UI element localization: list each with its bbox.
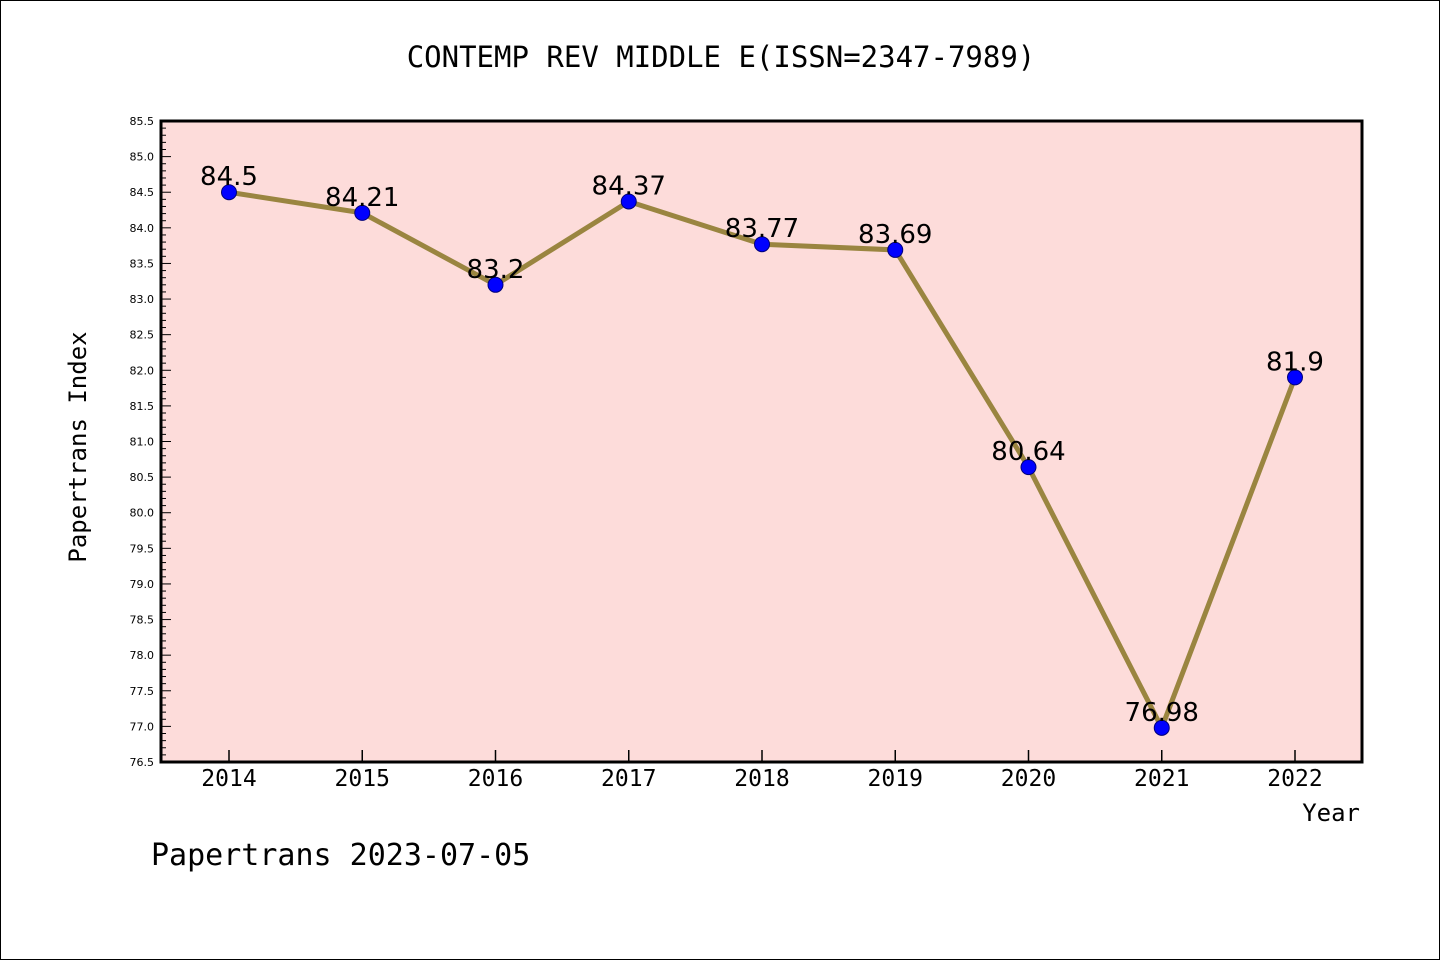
- y-tick-label: 80.5: [130, 471, 155, 484]
- y-axis-title: Papertrans Index: [64, 331, 92, 562]
- data-label: 83.2: [467, 255, 525, 285]
- y-tick-label: 83.5: [130, 257, 155, 270]
- y-tick-label: 80.0: [130, 507, 155, 520]
- data-label: 84.37: [592, 171, 666, 201]
- y-tick-label: 79.0: [130, 578, 155, 591]
- y-tick-label: 79.5: [130, 542, 155, 555]
- plot-area: [161, 121, 1362, 762]
- data-point: [887, 241, 904, 258]
- y-tick-label: 78.5: [130, 614, 155, 627]
- data-label: 83.69: [858, 220, 932, 250]
- chart-title: CONTEMP REV MIDDLE E(ISSN=2347-7989): [407, 40, 1036, 74]
- data-label: 76.98: [1125, 698, 1199, 728]
- y-tick-label: 77.5: [130, 685, 155, 698]
- x-tick-label: 2021: [1134, 766, 1189, 792]
- x-tick-label: 2019: [868, 766, 923, 792]
- y-tick-label: 77.0: [130, 720, 155, 733]
- data-point: [1153, 719, 1170, 736]
- x-tick-label: 2017: [601, 766, 656, 792]
- x-axis-title: Year: [1302, 799, 1360, 827]
- data-point: [354, 204, 371, 221]
- data-point: [754, 236, 770, 253]
- y-tick-label: 82.5: [130, 329, 155, 342]
- x-tick-label: 2014: [201, 766, 256, 792]
- data-label: 80.64: [991, 437, 1065, 467]
- y-tick-label: 83.0: [130, 293, 155, 306]
- data-point: [620, 193, 637, 210]
- data-point: [487, 276, 504, 293]
- data-points: [221, 184, 1303, 736]
- data-point: [221, 184, 237, 201]
- plot-border: [159, 119, 1364, 764]
- data-point: [1287, 369, 1303, 386]
- data-point: [1020, 459, 1037, 476]
- x-axis: 2014 2015 2016 2017 2018 2019 2020 2021 2022: [201, 750, 1323, 792]
- y-tick-label: 82.0: [130, 364, 155, 377]
- y-tick-label: 85.5: [130, 115, 155, 128]
- data-label: 83.77: [725, 214, 799, 244]
- data-label: 84.21: [325, 183, 399, 213]
- x-tick-label: 2015: [335, 766, 390, 792]
- y-tick-label: 84.5: [130, 186, 155, 199]
- x-tick-label: 2016: [468, 766, 523, 792]
- y-tick-label: 84.0: [130, 222, 155, 235]
- y-tick-label: 76.5: [130, 756, 155, 769]
- y-tick-label: 81.0: [130, 436, 155, 449]
- footer-credit: Papertrans 2023-07-05: [151, 838, 530, 873]
- x-tick-label: 2022: [1267, 766, 1322, 792]
- y-tick-label: 78.0: [130, 649, 155, 662]
- y-tick-label: 81.5: [130, 400, 155, 413]
- data-label: 84.5: [200, 162, 258, 192]
- data-label: 81.9: [1266, 347, 1324, 377]
- data-labels: 84.5 84.21 83.2 84.37 83.77 83.69 80.64 76.98 81…: [200, 162, 1324, 728]
- x-tick-label: 2018: [734, 766, 789, 792]
- x-tick-label: 2020: [1001, 766, 1056, 792]
- y-tick-label: 85.0: [130, 151, 155, 164]
